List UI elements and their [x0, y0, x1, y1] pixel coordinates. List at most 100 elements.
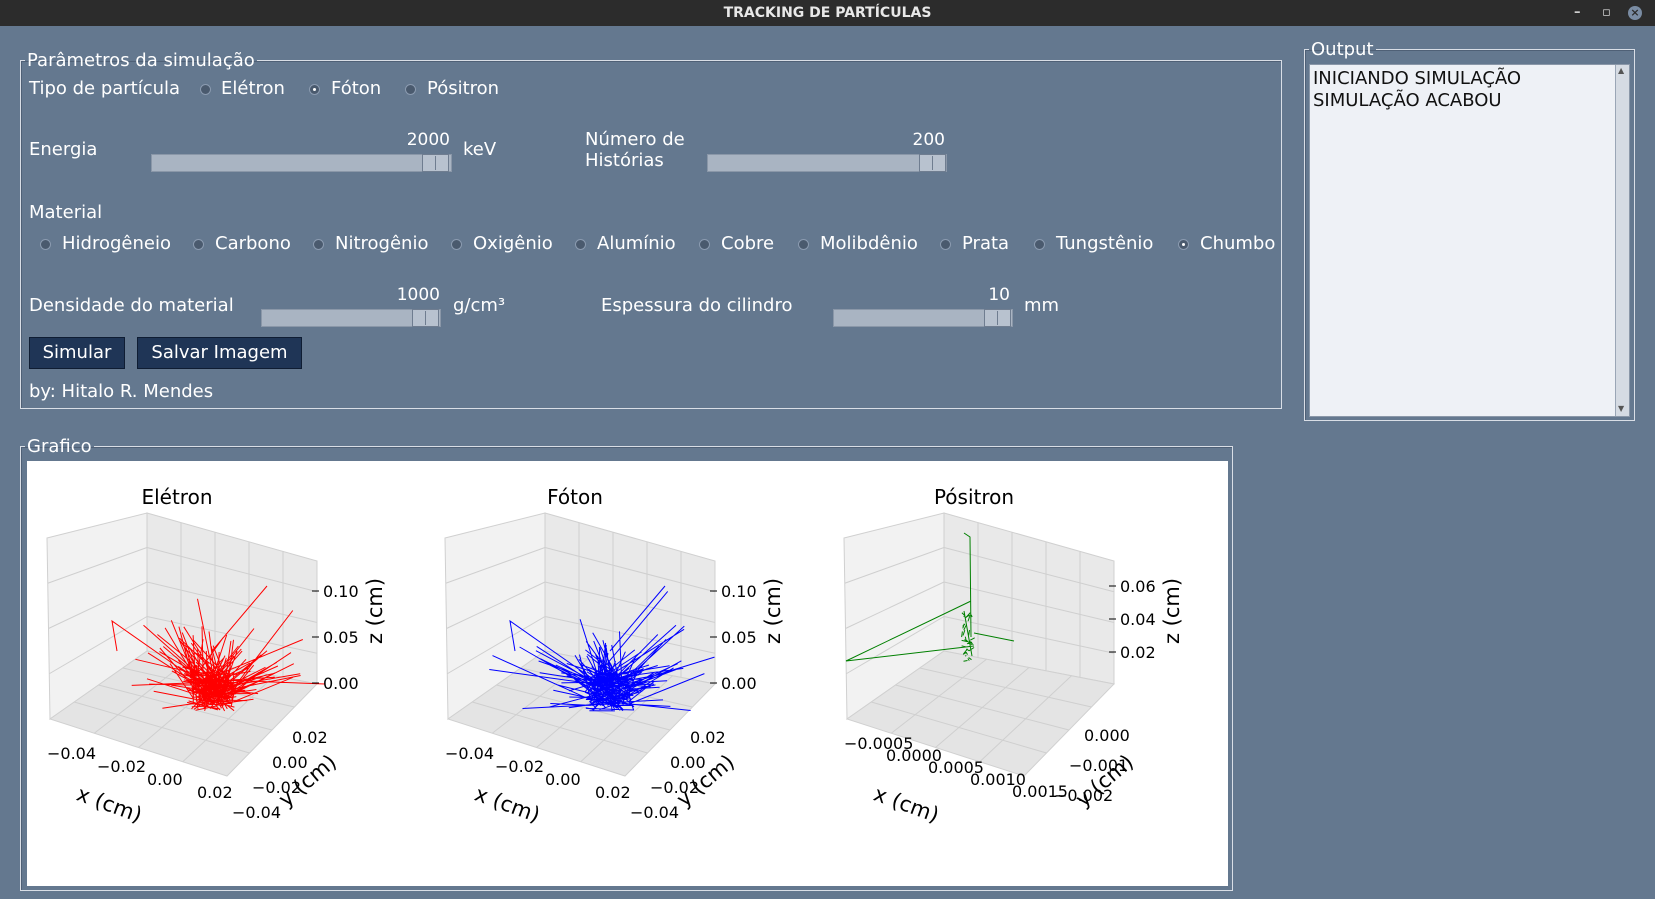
x-tick-label: −0.04 — [445, 744, 494, 763]
z-axis-label: z (cm) — [761, 578, 785, 644]
plot-title: Pósitron — [934, 485, 1014, 509]
radio-carbono-label[interactable]: Carbono — [215, 233, 291, 254]
radio-oxigenio-label[interactable]: Oxigênio — [473, 233, 553, 254]
grid-line — [47, 547, 148, 584]
x-tick-label: 0.02 — [595, 783, 631, 802]
radio-tungstenio[interactable] — [1034, 239, 1045, 250]
x-tick-label: −0.02 — [97, 757, 146, 776]
scroll-down-icon[interactable]: ▼ — [1618, 404, 1625, 413]
x-axis-label: x (cm) — [871, 782, 943, 828]
y-tick-label: −0.04 — [630, 803, 679, 822]
radio-hidrogenio-label[interactable]: Hidrogêneio — [62, 233, 171, 254]
grid-line — [845, 616, 945, 675]
x-tick-label: 0.00 — [147, 770, 183, 789]
energy-label: Energia — [29, 139, 98, 160]
particle-type-label: Tipo de partícula — [29, 78, 181, 99]
z-tick-label: 0.10 — [721, 582, 757, 601]
grid-line — [446, 616, 546, 675]
window-title: TRACKING DE PARTÍCULAS — [723, 5, 932, 21]
thickness-unit: mm — [1024, 295, 1060, 316]
grid-line — [544, 547, 716, 593]
thickness-slider-handle[interactable] — [984, 309, 1011, 327]
radio-chumbo[interactable] — [1178, 239, 1189, 250]
material-label: Material — [29, 202, 103, 223]
radio-hidrogenio[interactable] — [40, 239, 51, 250]
minimize-icon[interactable]: – — [1574, 5, 1581, 20]
particle-track — [111, 585, 325, 712]
z-tick-label: 0.00 — [721, 674, 757, 693]
plot-title: Elétron — [141, 485, 212, 509]
params-frame: Parâmetros da simulação — [20, 50, 1282, 409]
density-label: Densidade do material — [29, 295, 234, 316]
x-tick-label: 0.02 — [197, 783, 233, 802]
grid-line — [919, 667, 1092, 708]
radio-molibdenio-label[interactable]: Molibdênio — [820, 233, 918, 254]
density-slider[interactable] — [261, 309, 441, 327]
z-tick-label: 0.02 — [1120, 643, 1156, 662]
grid-line — [182, 675, 275, 763]
z-tick-label: 0.00 — [323, 674, 359, 693]
y-tick-label: −0.04 — [232, 803, 281, 822]
thickness-slider[interactable] — [833, 309, 1013, 327]
radio-cobre[interactable] — [699, 239, 710, 250]
grid-line — [146, 616, 318, 654]
radio-aluminio[interactable] — [575, 239, 586, 250]
x-tick-label: −0.02 — [495, 757, 544, 776]
particle-track — [489, 585, 715, 712]
restore-icon[interactable]: ▫ — [1602, 5, 1611, 20]
radio-prata[interactable] — [940, 239, 951, 250]
plot-title: Fóton — [547, 485, 603, 509]
radio-tungstenio-label[interactable]: Tungstênio — [1056, 233, 1154, 254]
graph-frame: Grafico — [20, 436, 1233, 891]
radio-nitrogenio[interactable] — [313, 239, 324, 250]
grid-line — [943, 547, 1115, 593]
radio-prata-label[interactable]: Prata — [962, 233, 1010, 254]
energy-slider[interactable] — [151, 154, 452, 172]
radio-positron[interactable] — [405, 84, 416, 95]
grid-line — [544, 581, 716, 623]
radio-eletron-label[interactable]: Elétron — [221, 78, 285, 99]
grid-line — [544, 616, 716, 654]
histories-label-1: Número de — [585, 129, 685, 150]
close-icon[interactable]: × — [1628, 6, 1642, 20]
radio-positron-label[interactable]: Pósitron — [427, 78, 500, 99]
histories-slider[interactable] — [707, 154, 947, 172]
thickness-label: Espessura do cilindro — [601, 295, 793, 316]
y-tick-label: 0.00 — [272, 753, 308, 772]
radio-cobre-label[interactable]: Cobre — [721, 233, 775, 254]
grid-line — [943, 581, 1115, 623]
radio-carbono[interactable] — [193, 239, 204, 250]
scroll-up-icon[interactable]: ▲ — [1618, 66, 1625, 75]
grid-line — [845, 581, 945, 629]
y-tick-label: −0.02 — [252, 778, 301, 797]
energy-slider-handle[interactable] — [422, 154, 449, 172]
grid-line — [943, 616, 1115, 654]
output-line: INICIANDO SIMULAÇÃO — [1313, 68, 1522, 89]
radio-nitrogenio-label[interactable]: Nitrogênio — [335, 233, 429, 254]
density-slider-handle[interactable] — [412, 309, 439, 327]
y-tick-label: 0.000 — [1084, 726, 1130, 745]
radio-foton[interactable] — [309, 84, 320, 95]
radio-molibdenio[interactable] — [798, 239, 809, 250]
grid-line — [446, 581, 546, 629]
simulate-button[interactable]: Simular — [29, 337, 125, 369]
grid-line — [844, 547, 945, 584]
grid-line — [146, 547, 318, 593]
x-axis-label: x (cm) — [472, 782, 544, 828]
radio-aluminio-label[interactable]: Alumínio — [597, 233, 676, 254]
output-scrollbar[interactable]: ▲ ▼ — [1615, 65, 1629, 416]
y-tick-label: 0.00 — [670, 753, 706, 772]
radio-chumbo-label[interactable]: Chumbo — [1200, 233, 1276, 254]
output-textbox[interactable]: INICIANDO SIMULAÇÃO SIMULAÇÃO ACABOU ▲ ▼ — [1309, 64, 1630, 417]
thickness-value: 10 — [988, 285, 1010, 305]
energy-unit: keV — [463, 139, 497, 160]
z-tick-label: 0.10 — [323, 582, 359, 601]
radio-foton-label[interactable]: Fóton — [331, 78, 382, 99]
radio-oxigenio[interactable] — [451, 239, 462, 250]
x-tick-label: 0.0000 — [886, 746, 942, 765]
grid-line — [48, 581, 148, 629]
radio-eletron[interactable] — [200, 84, 211, 95]
save-image-button[interactable]: Salvar Imagem — [137, 337, 302, 369]
histories-slider-handle[interactable] — [919, 154, 946, 172]
